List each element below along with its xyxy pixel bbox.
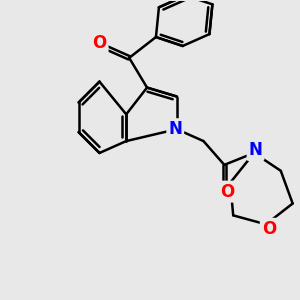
Text: N: N bbox=[168, 120, 182, 138]
Text: O: O bbox=[220, 183, 234, 201]
Text: N: N bbox=[249, 141, 262, 159]
Text: O: O bbox=[92, 34, 106, 52]
Text: O: O bbox=[262, 220, 276, 238]
